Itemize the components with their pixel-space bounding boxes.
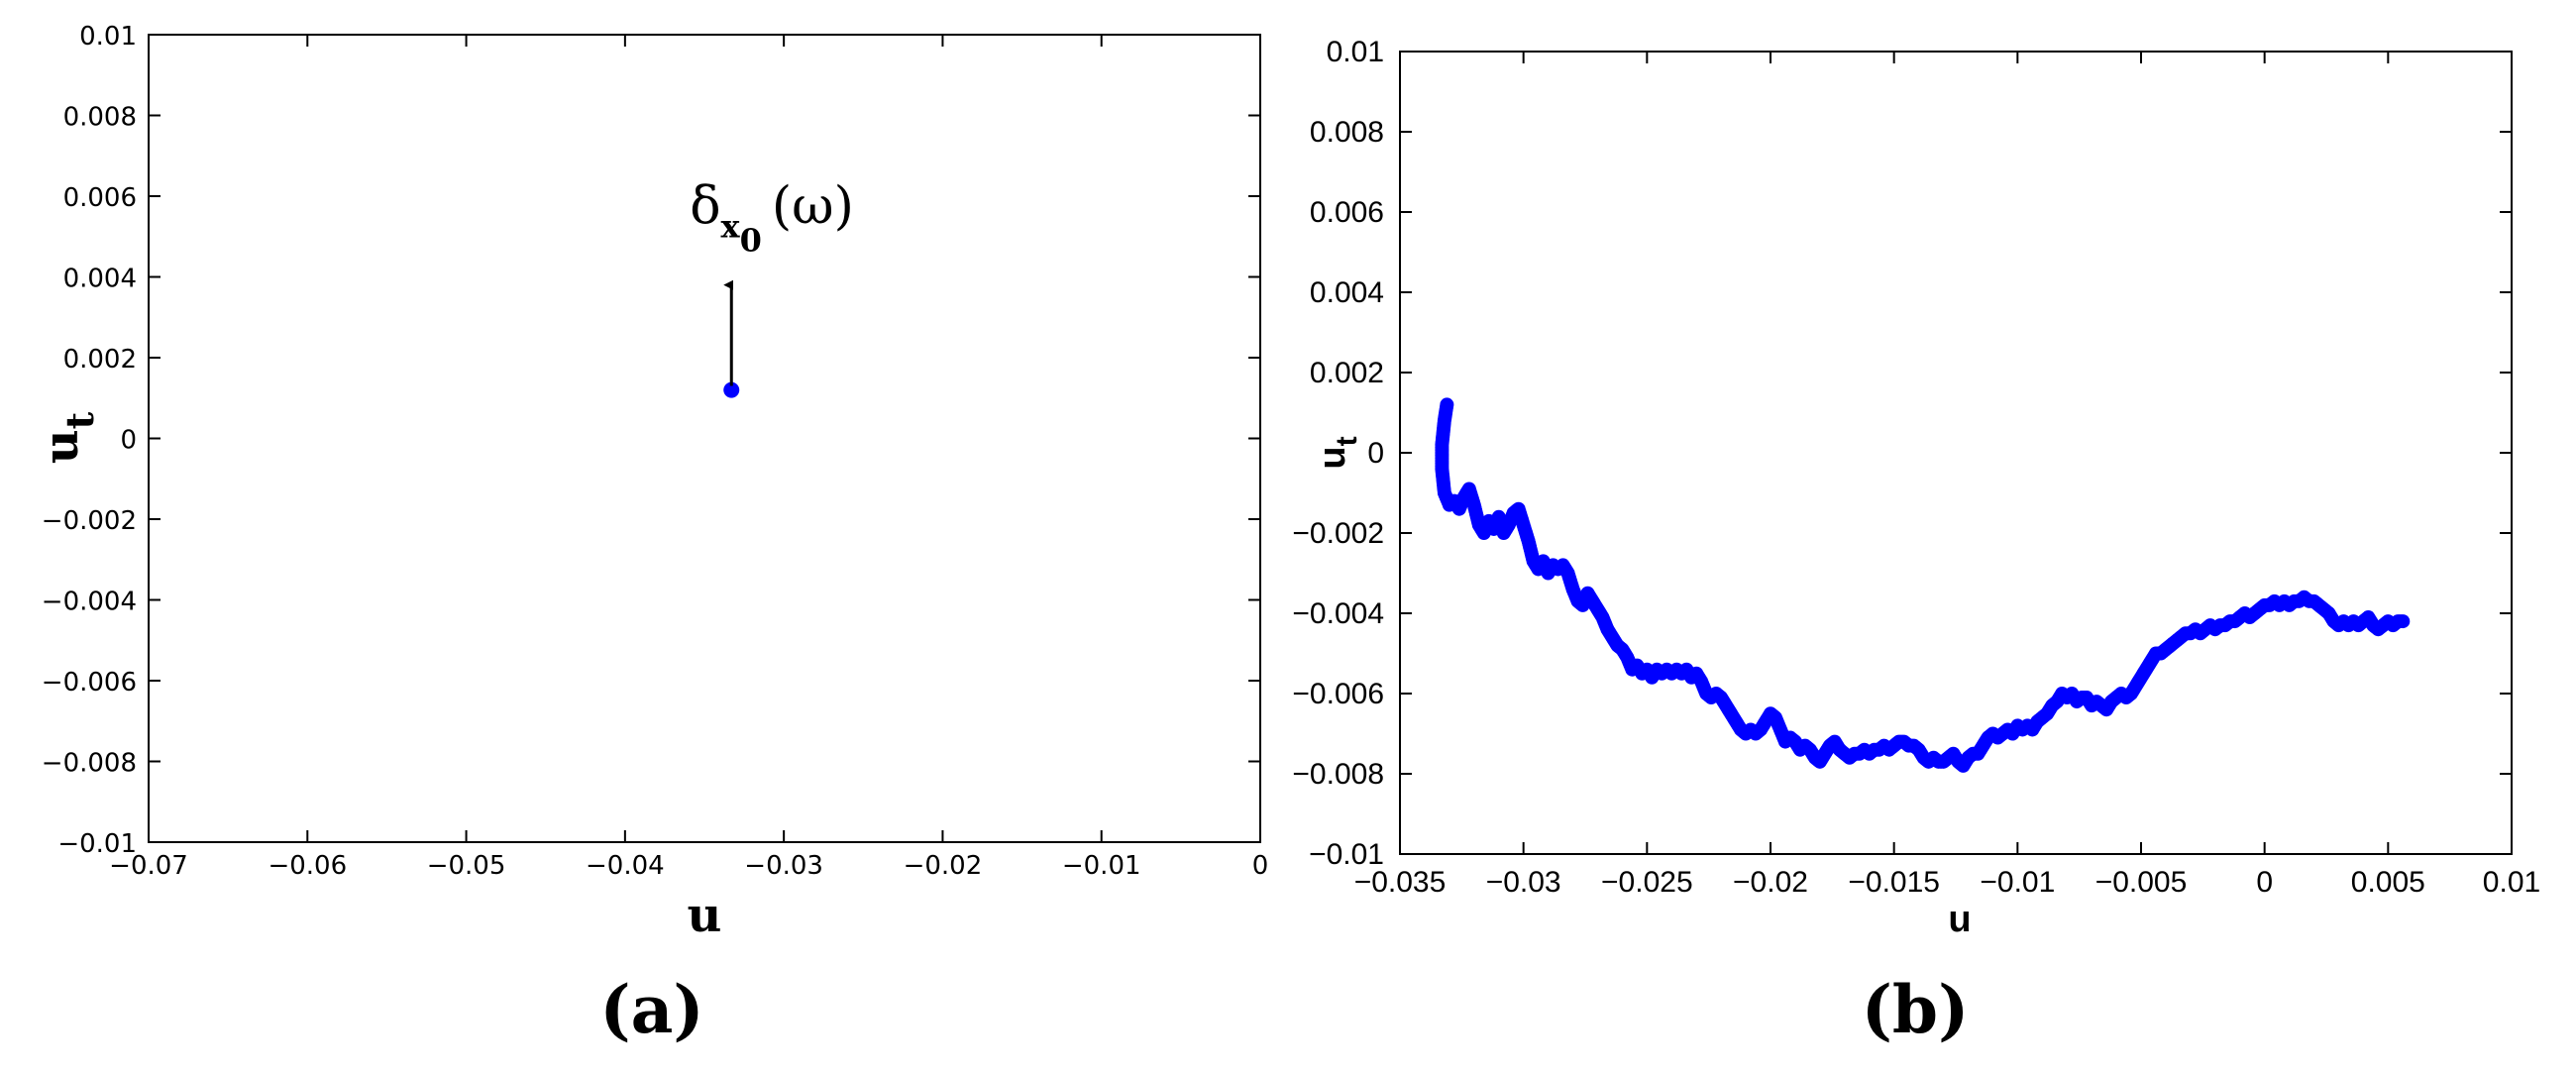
x-tick-label: −0.01 [1062,851,1141,881]
x-tick-label: 0.01 [2483,866,2540,899]
x-ticks-a: −0.07 −0.06 −0.05 −0.04 −0.03 −0.02 −0.01 0 [109,35,1268,881]
y-ticks-a: 0.01 0.008 0.006 0.004 0.002 0 −0.002 −0.004 −0.… [42,22,1260,859]
caption-a: (a) [599,971,703,1048]
x-tick-label: 0 [2256,866,2273,899]
annotation-delta: δ [690,177,720,237]
x-axis-label-a: u [688,888,722,943]
y-tick-label: −0.01 [1309,838,1384,871]
trajectory-point [2396,614,2411,629]
caption-b: (b) [1862,971,1970,1048]
x-tick-label: −0.03 [744,851,823,881]
x-tick-label: −0.04 [586,851,665,881]
y-tick-label: 0 [1367,437,1384,470]
plot-area-b [1399,51,2513,855]
trajectory-b [1435,397,2411,773]
y-tick-label: 0.01 [79,22,137,52]
x-tick-label: 0.005 [2351,866,2425,899]
y-tick-label: −0.002 [1292,517,1384,550]
data-point [723,381,740,398]
y-tick-label: 0.002 [1310,357,1384,389]
x-tick-label: −0.02 [1733,866,1808,899]
points-a [723,381,740,398]
y-tick-label: 0.006 [1310,196,1384,229]
annotation-sub-x: x [721,208,741,246]
x-tick-label: −0.06 [268,851,347,881]
x-tick-label: −0.035 [1354,866,1447,899]
x-tick-label: −0.015 [1848,866,1940,899]
y-axis-label-a-main: u [34,429,89,464]
svg-text:ut: ut [1312,436,1363,469]
y-axis-label-a: ut [34,411,102,464]
y-ticks-b: 0.01 0.008 0.006 0.004 0.002 0 −0.002 −0.004 −0.… [1292,36,2512,871]
y-axis-label-b: ut [1312,436,1363,469]
y-axis-label-b-main: u [1312,446,1353,469]
y-tick-label: 0.008 [63,103,137,133]
svg-text:ut: ut [34,411,102,464]
y-axis-label-b-sub: t [1331,436,1363,446]
y-tick-label: 0.008 [1310,116,1384,149]
y-tick-label: −0.004 [1292,597,1384,630]
y-axis-label-a-sub: t [57,411,102,429]
annotation-omega: (ω) [772,177,854,237]
annotation-label: δx0 (ω) [690,177,854,260]
x-tick-label: −0.01 [1980,866,2055,899]
x-tick-label: −0.05 [427,851,506,881]
y-tick-label: −0.006 [1292,678,1384,710]
x-tick-label: −0.025 [1601,866,1693,899]
x-tick-label: 0 [1252,851,1269,881]
y-tick-label: −0.002 [42,506,137,536]
y-tick-label: 0.01 [1327,36,1384,68]
x-tick-label: −0.03 [1486,866,1561,899]
annotation-sub-0: 0 [740,222,762,260]
y-tick-label: 0.002 [63,345,137,375]
x-tick-label: −0.005 [2095,866,2188,899]
x-axis-label-b: u [1948,899,1971,940]
x-ticks-b: −0.035 −0.03 −0.025 −0.02 −0.015 −0.01 −0.005 0… [1354,52,2540,899]
plot-area-a [148,34,1261,843]
y-tick-label: −0.006 [42,668,137,698]
y-tick-label: 0 [120,426,137,456]
y-tick-label: −0.01 [57,829,137,859]
y-tick-label: −0.004 [42,588,137,617]
panel-b: −0.035 −0.03 −0.025 −0.02 −0.015 −0.01 −0.005 0… [1292,36,2540,1048]
y-tick-label: 0.006 [63,183,137,213]
y-tick-label: 0.004 [63,265,137,294]
y-tick-label: 0.004 [1310,276,1384,309]
x-tick-label: −0.02 [904,851,983,881]
y-tick-label: −0.008 [42,749,137,779]
panel-a: −0.07 −0.06 −0.05 −0.04 −0.03 −0.02 −0.01 0 0.0… [34,22,1268,1048]
y-tick-label: −0.008 [1292,758,1384,791]
x-tick-label: −0.07 [109,851,188,881]
